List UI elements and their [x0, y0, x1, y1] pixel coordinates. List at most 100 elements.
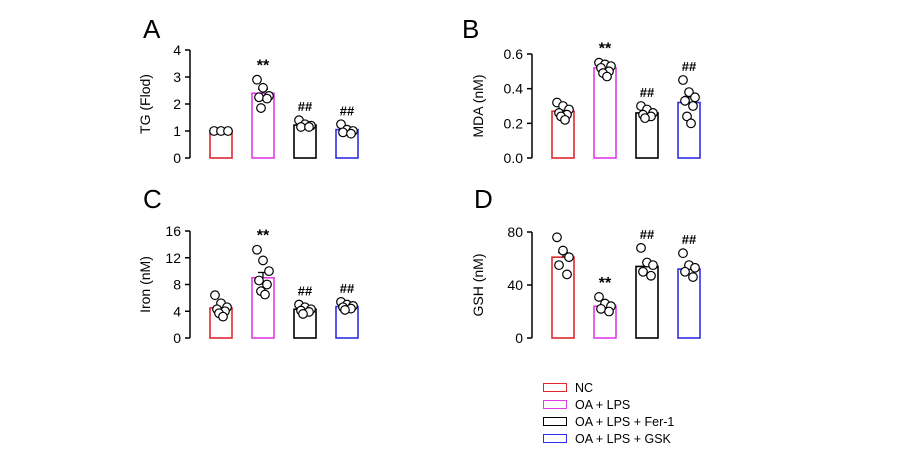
- legend-item-nc: NC: [543, 379, 763, 396]
- panel-letter: C: [143, 184, 162, 214]
- data-point: [640, 113, 650, 124]
- significance-label: ##: [682, 232, 697, 247]
- significance-label: **: [599, 275, 612, 292]
- significance-label: ##: [640, 85, 655, 100]
- y-axis-label: TG (Flod): [137, 74, 153, 134]
- data-point: [688, 272, 698, 282]
- y-tick-label: 40: [507, 277, 523, 293]
- significance-label: ##: [682, 59, 697, 74]
- y-tick-label: 80: [507, 224, 523, 240]
- data-point: [254, 92, 264, 103]
- significance-label: **: [599, 41, 612, 58]
- data-point: [596, 303, 606, 314]
- significance-label: **: [257, 228, 270, 245]
- legend-label-oa-lps-gsk: OA + LPS + GSK: [575, 431, 671, 446]
- data-point: [262, 279, 272, 290]
- panel-b: B 0.0 0.2 0.4 0.6 MDA (nM) ** ## ##: [462, 14, 701, 166]
- panel-letter: B: [462, 14, 479, 44]
- data-point: [686, 118, 696, 129]
- y-tick-label: 0: [173, 330, 181, 346]
- data-point: [638, 266, 648, 277]
- y-tick-label: 0: [173, 150, 181, 166]
- significance-label: ##: [340, 281, 355, 296]
- data-point: [338, 127, 348, 138]
- y-tick-label: 4: [173, 303, 181, 319]
- significance-label: ##: [340, 103, 355, 118]
- data-point: [636, 242, 646, 253]
- data-point: [252, 244, 262, 255]
- data-point: [688, 101, 698, 111]
- data-point: [678, 248, 688, 259]
- significance-label: ##: [298, 284, 313, 299]
- data-point: [264, 266, 274, 277]
- data-point: [256, 103, 266, 113]
- data-point: [648, 260, 658, 271]
- bar: [551, 256, 575, 339]
- significance-label: **: [257, 58, 270, 75]
- data-point: [258, 82, 268, 93]
- data-point: [262, 93, 272, 104]
- data-point: [210, 290, 220, 301]
- y-tick-label: 3: [173, 69, 181, 85]
- y-tick-label: 16: [165, 223, 181, 239]
- y-axis-label: Iron (nM): [137, 256, 153, 313]
- legend-item-oa-lps-fer1: OA + LPS + Fer-1: [543, 413, 763, 430]
- data-point: [296, 122, 306, 132]
- y-tick-label: 1: [173, 123, 181, 139]
- bar: [677, 101, 701, 159]
- significance-label: ##: [640, 227, 655, 242]
- y-tick-label: 0: [515, 330, 523, 346]
- bar: [251, 92, 275, 159]
- y-tick-label: 0.0: [504, 150, 524, 166]
- panel-d: D 0 40 80 GSH (nM) ** ## ##: [470, 184, 701, 346]
- data-point: [340, 305, 350, 315]
- legend: NC OA + LPS OA + LPS + Fer-1 OA + LPS + …: [543, 379, 763, 447]
- data-point: [602, 71, 612, 82]
- data-point: [564, 252, 574, 263]
- panel-letter: D: [474, 184, 493, 214]
- legend-label-oa-lps-fer1: OA + LPS + Fer-1: [575, 414, 675, 429]
- y-tick-label: 0.6: [504, 46, 524, 62]
- y-tick-label: 0.4: [504, 81, 524, 97]
- y-tick-label: 0.2: [504, 115, 524, 131]
- panel-c: C 0 4 8 12 16 Iron (nM) ** ## ##: [137, 184, 359, 346]
- data-point: [258, 255, 268, 266]
- y-axis-label: GSH (nM): [470, 254, 486, 317]
- legend-swatch-oa-lps-gsk: [543, 434, 567, 443]
- data-point: [678, 75, 688, 85]
- data-point: [346, 128, 356, 139]
- data-point: [218, 311, 228, 322]
- data-point: [646, 270, 656, 281]
- data-point: [223, 126, 233, 136]
- data-point: [304, 122, 314, 132]
- data-point: [252, 74, 262, 85]
- legend-label-oa-lps: OA + LPS: [575, 397, 631, 412]
- data-point: [684, 87, 694, 98]
- data-point: [552, 232, 562, 243]
- y-tick-label: 12: [165, 250, 181, 266]
- data-point: [690, 262, 700, 273]
- panel-letter: A: [143, 14, 161, 44]
- y-tick-label: 8: [173, 277, 181, 293]
- y-axis-label: MDA (nM): [470, 75, 486, 138]
- panel-a: A 0 1 2 3 4 TG (Flod) ** ## ##: [137, 14, 359, 166]
- legend-swatch-oa-lps: [543, 400, 567, 409]
- y-tick-label: 4: [173, 42, 181, 58]
- data-point: [680, 95, 690, 106]
- data-point: [562, 269, 572, 280]
- data-point: [594, 292, 604, 302]
- bar: [593, 67, 617, 159]
- data-point: [604, 306, 614, 317]
- data-point: [680, 266, 690, 277]
- data-point: [690, 92, 700, 103]
- data-point: [254, 275, 264, 286]
- significance-label: ##: [298, 99, 313, 114]
- legend-swatch-oa-lps-fer1: [543, 417, 567, 426]
- data-point: [560, 114, 570, 125]
- legend-swatch-nc: [543, 383, 567, 392]
- legend-item-oa-lps-gsk: OA + LPS + GSK: [543, 430, 763, 447]
- data-point: [298, 309, 308, 319]
- y-tick-label: 2: [173, 96, 181, 112]
- data-point: [260, 289, 270, 300]
